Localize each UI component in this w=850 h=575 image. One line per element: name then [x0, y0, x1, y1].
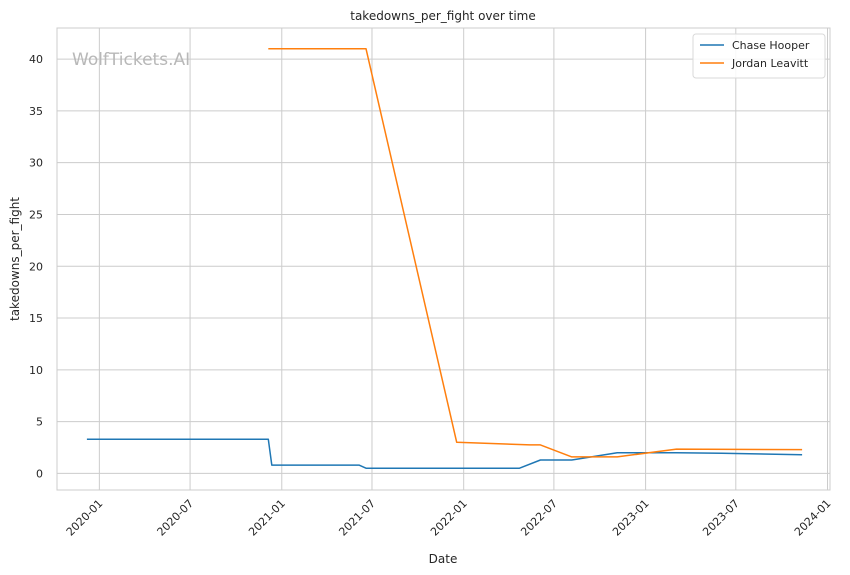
y-tick-label: 20: [29, 260, 43, 273]
y-tick-label: 30: [29, 157, 43, 170]
y-tick-label: 10: [29, 364, 43, 377]
x-tick-label: 2023-07: [700, 497, 742, 539]
x-tick-label: 2022-01: [428, 497, 470, 539]
plot-area: [56, 27, 831, 491]
x-tick-label: 2021-07: [336, 497, 378, 539]
legend-label: Jordan Leavitt: [731, 57, 809, 70]
y-tick-labels: 0 5 10 15 20 25 30 35 40: [29, 53, 43, 480]
series-line-jordan-leavitt: [268, 47, 803, 458]
y-tick-label: 35: [29, 105, 43, 118]
chart-title: takedowns_per_fight over time: [350, 9, 536, 23]
x-tick-label: 2022-07: [518, 497, 560, 539]
y-gridlines: [57, 58, 830, 474]
watermark: WolfTickets.AI: [72, 50, 190, 70]
y-tick-label: 25: [29, 208, 43, 221]
legend-box: [692, 33, 826, 79]
series-lines: [86, 47, 803, 469]
x-tick-label: 2020-01: [64, 497, 106, 539]
x-axis-label: Date: [429, 552, 458, 566]
legend: Chase Hooper Jordan Leavitt: [692, 33, 826, 79]
x-tick-label: 2021-01: [246, 497, 288, 539]
legend-label: Chase Hooper: [732, 39, 810, 52]
x-tick-label: 2023-01: [610, 497, 652, 539]
y-tick-label: 40: [29, 53, 43, 66]
y-axis-label: takedowns_per_fight: [8, 197, 22, 321]
y-tick-label: 0: [36, 467, 43, 480]
x-tick-label: 2024-01: [792, 497, 834, 539]
x-gridlines: [98, 28, 829, 490]
y-tick-label: 5: [36, 416, 43, 429]
series-line-chase-hooper: [86, 438, 803, 469]
y-tick-label: 15: [29, 312, 43, 325]
x-tick-label: 2020-07: [154, 497, 196, 539]
x-tick-labels: 2020-01 2020-07 2021-01 2021-07 2022-01 2022-…: [64, 497, 834, 539]
